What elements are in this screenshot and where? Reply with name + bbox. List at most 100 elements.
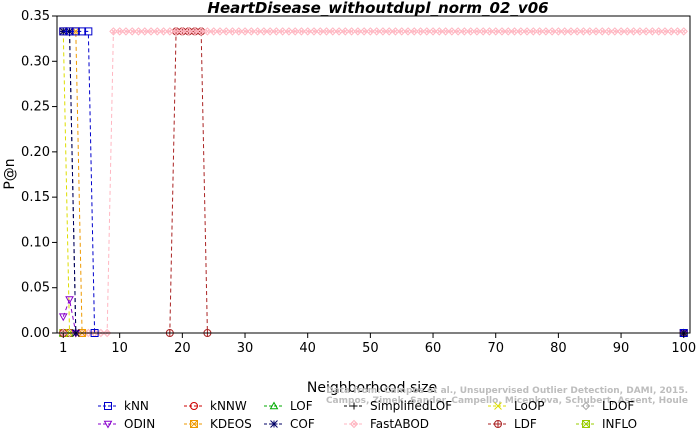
legend-marker [350, 402, 358, 410]
series-line [63, 30, 684, 334]
x-tick-label: 20 [174, 341, 191, 356]
data-point [59, 27, 68, 36]
legend-label: kNN [124, 399, 149, 413]
legend-label: LoOP [514, 399, 545, 413]
data-point [196, 27, 206, 36]
data-point [316, 27, 325, 36]
legend-label: FastABOD [370, 417, 429, 431]
data-point [641, 27, 651, 36]
y-tick-label: 0.10 [21, 235, 50, 250]
data-point [679, 27, 688, 36]
data-point [259, 27, 269, 36]
data-point [178, 27, 187, 36]
x-tick-label: 1 [59, 341, 67, 356]
data-point [547, 27, 557, 36]
data-point [410, 27, 419, 36]
x-tick-label: 30 [237, 341, 254, 356]
legend-label: KDEOS [210, 417, 252, 431]
legend-item-lof: LOF [264, 399, 313, 413]
data-point [240, 27, 250, 36]
x-tick-label: 40 [299, 341, 316, 356]
y-tick-label: 0.15 [21, 190, 50, 205]
data-point [560, 27, 569, 36]
y-tick-label: 0.20 [21, 145, 50, 160]
y-axis: 0.00 0.05 0.10 0.15 0.20 0.25 0.30 0.35 [21, 9, 57, 341]
data-point [309, 27, 319, 36]
data-point [65, 296, 74, 305]
data-point [234, 27, 243, 36]
data-point [673, 27, 682, 36]
data-point [328, 27, 337, 36]
data-point [222, 27, 231, 36]
data-point [435, 27, 444, 36]
data-point [353, 27, 363, 36]
legend-item-simplifiedlof: SimplifiedLOF [344, 399, 452, 413]
data-point [541, 27, 551, 36]
data-point [297, 27, 306, 36]
legend-marker [581, 401, 591, 411]
data-point [529, 27, 538, 36]
x-tick-label: 10 [111, 341, 128, 356]
data-point [121, 27, 131, 36]
legend-item-loop: LoOP [488, 399, 545, 413]
legend-marker [349, 419, 359, 429]
data-point [253, 27, 262, 36]
data-point [453, 27, 463, 36]
x-tick-label: 90 [613, 341, 630, 356]
data-point [65, 27, 74, 36]
series-loop [59, 27, 688, 337]
data-point [165, 27, 175, 36]
y-tick-label: 0.00 [21, 326, 50, 341]
data-point [591, 27, 601, 36]
data-point [403, 27, 413, 36]
data-point [635, 27, 645, 36]
series-line [63, 30, 684, 334]
data-point [58, 313, 68, 322]
x-tick-label: 100 [671, 341, 696, 356]
data-point [510, 27, 519, 36]
data-point [616, 27, 626, 36]
data-point [504, 27, 513, 36]
data-point [654, 27, 663, 36]
data-point [215, 27, 225, 36]
legend-marker [582, 420, 590, 428]
data-point [366, 27, 375, 36]
legend-item-fastabod: FastABOD [344, 417, 429, 431]
data-point [109, 27, 118, 36]
x-tick-label: 80 [550, 341, 567, 356]
series-line [63, 30, 684, 334]
y-tick-label: 0.25 [21, 100, 50, 115]
legend-item-ldof: LDOF [576, 399, 634, 413]
data-point [428, 27, 438, 36]
data-point [485, 27, 494, 36]
data-point [322, 27, 331, 36]
y-axis-label: P@n [2, 158, 18, 189]
series-line [63, 30, 684, 334]
data-point [159, 27, 168, 36]
data-point [71, 27, 80, 36]
data-point [572, 27, 582, 36]
data-point [579, 27, 588, 36]
data-point [466, 27, 475, 36]
series-odin [58, 296, 689, 338]
data-point [598, 27, 607, 36]
series-cof [59, 27, 688, 337]
data-point [478, 27, 488, 36]
y-tick-label: 0.30 [21, 54, 50, 69]
data-point [347, 27, 356, 36]
data-point [284, 27, 294, 36]
x-tick-label: 50 [362, 341, 379, 356]
data-point [341, 27, 350, 36]
data-point [146, 27, 156, 36]
x-axis-label: Neighborhood size [307, 380, 437, 396]
legend-label: SimplifiedLOF [370, 399, 452, 413]
legend-marker [103, 420, 113, 429]
data-point [604, 27, 613, 36]
data-point [397, 27, 406, 36]
data-point [447, 27, 457, 36]
series-kdeos [59, 27, 688, 337]
x-tick-label: 60 [425, 341, 442, 356]
data-point [278, 27, 287, 36]
data-point [491, 27, 500, 36]
